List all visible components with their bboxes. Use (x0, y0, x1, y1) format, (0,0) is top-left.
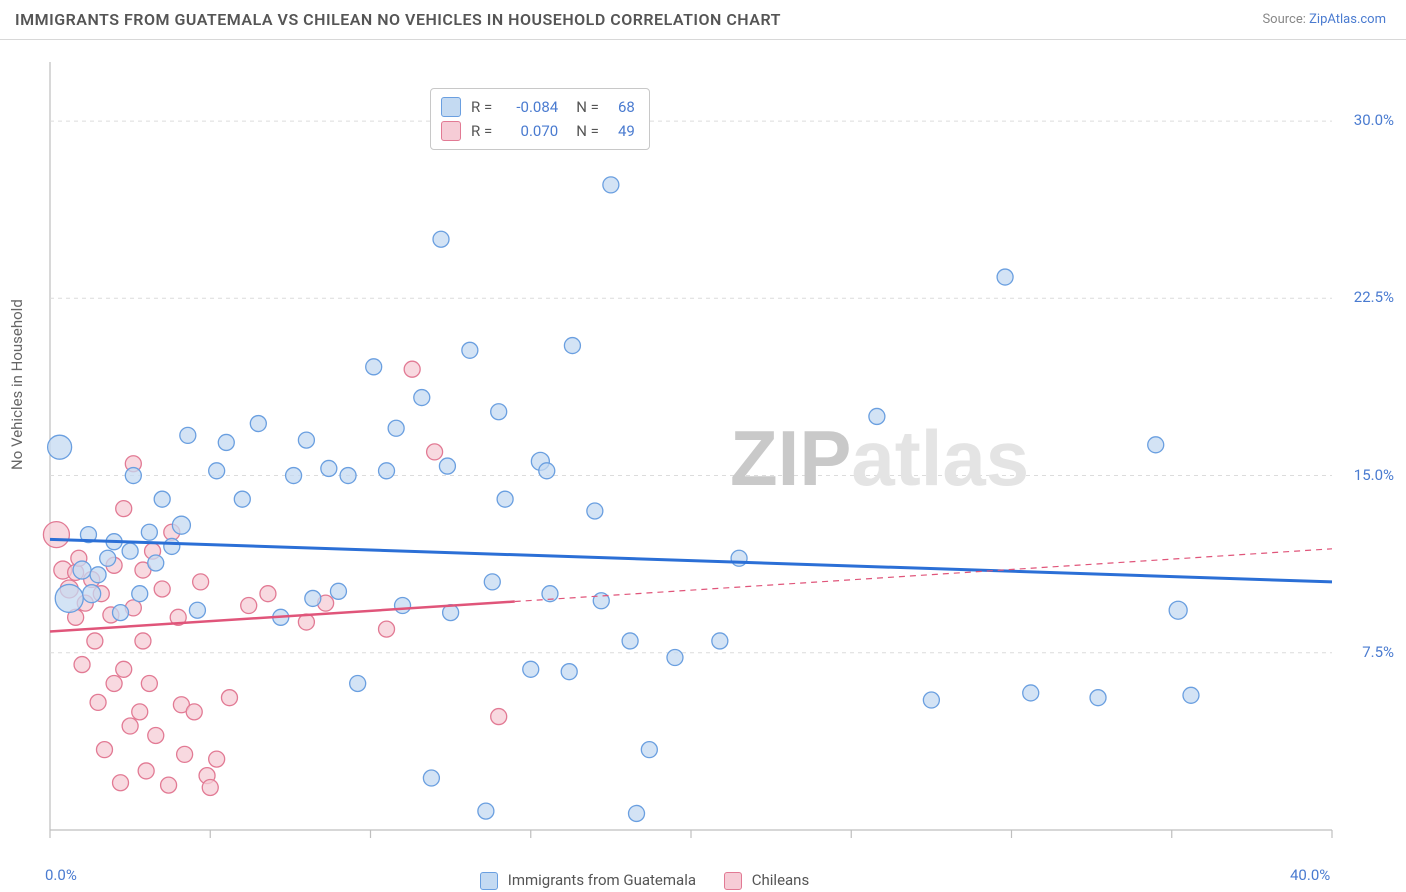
correlation-stats-box: R = -0.084 N = 68 R = 0.070 N = 49 (430, 88, 650, 150)
stats-swatch-guatemala (441, 97, 461, 117)
legend-item-chileans: Chileans (724, 871, 809, 890)
x-tick-label: 40.0% (1290, 866, 1330, 884)
y-tick-label: 15.0% (1354, 466, 1394, 484)
stats-n-chileans: 49 (605, 119, 635, 143)
y-tick-label: 30.0% (1354, 111, 1394, 129)
chart-title: IMMIGRANTS FROM GUATEMALA VS CHILEAN NO … (15, 10, 781, 29)
source-label: Source: (1262, 12, 1305, 27)
header-bar: IMMIGRANTS FROM GUATEMALA VS CHILEAN NO … (0, 0, 1406, 40)
y-tick-label: 22.5% (1354, 288, 1394, 306)
source-attribution: Source: ZipAtlas.com (1262, 12, 1386, 27)
stats-n-guatemala: 68 (605, 95, 635, 119)
legend-swatch-guatemala (480, 872, 498, 890)
stats-r-chileans: 0.070 (498, 119, 558, 143)
source-link[interactable]: ZipAtlas.com (1309, 12, 1386, 27)
x-tick-label: 0.0% (45, 866, 77, 884)
chart-area: No Vehicles in Household ZIPatlas R = -0… (0, 40, 1406, 892)
legend-item-guatemala: Immigrants from Guatemala (480, 871, 696, 890)
stats-row-chileans: R = 0.070 N = 49 (441, 119, 635, 143)
y-tick-label: 7.5% (1362, 643, 1394, 661)
legend-swatch-chileans (724, 872, 742, 890)
legend: Immigrants from Guatemala Chileans (480, 871, 809, 890)
scatter-chart (0, 40, 1406, 892)
stats-row-guatemala: R = -0.084 N = 68 (441, 95, 635, 119)
stats-r-guatemala: -0.084 (498, 95, 558, 119)
stats-swatch-chileans (441, 121, 461, 141)
legend-label-guatemala: Immigrants from Guatemala (508, 871, 696, 889)
legend-label-chileans: Chileans (752, 871, 809, 889)
